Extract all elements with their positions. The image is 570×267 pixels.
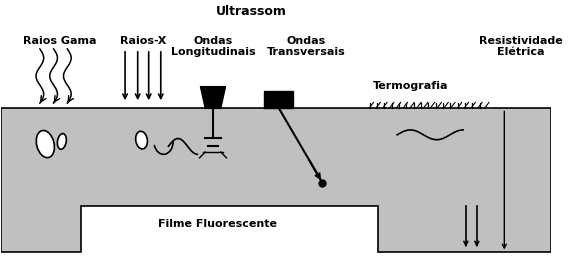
Polygon shape	[201, 87, 226, 108]
Ellipse shape	[36, 131, 55, 158]
Text: Raios-X: Raios-X	[120, 36, 166, 46]
Text: Ultrassom: Ultrassom	[216, 5, 287, 18]
Polygon shape	[1, 108, 551, 252]
Ellipse shape	[58, 134, 66, 149]
Text: Resistividade
Elétrica: Resistividade Elétrica	[479, 36, 563, 57]
Text: Termografia: Termografia	[373, 81, 449, 91]
Bar	[264, 91, 294, 108]
Text: Ondas
Longitudinais: Ondas Longitudinais	[170, 36, 255, 57]
Text: Filme Fluorescente: Filme Fluorescente	[158, 219, 277, 229]
Ellipse shape	[136, 131, 148, 149]
Text: Raios Gama: Raios Gama	[23, 36, 97, 46]
Text: Ondas
Transversais: Ondas Transversais	[267, 36, 346, 57]
